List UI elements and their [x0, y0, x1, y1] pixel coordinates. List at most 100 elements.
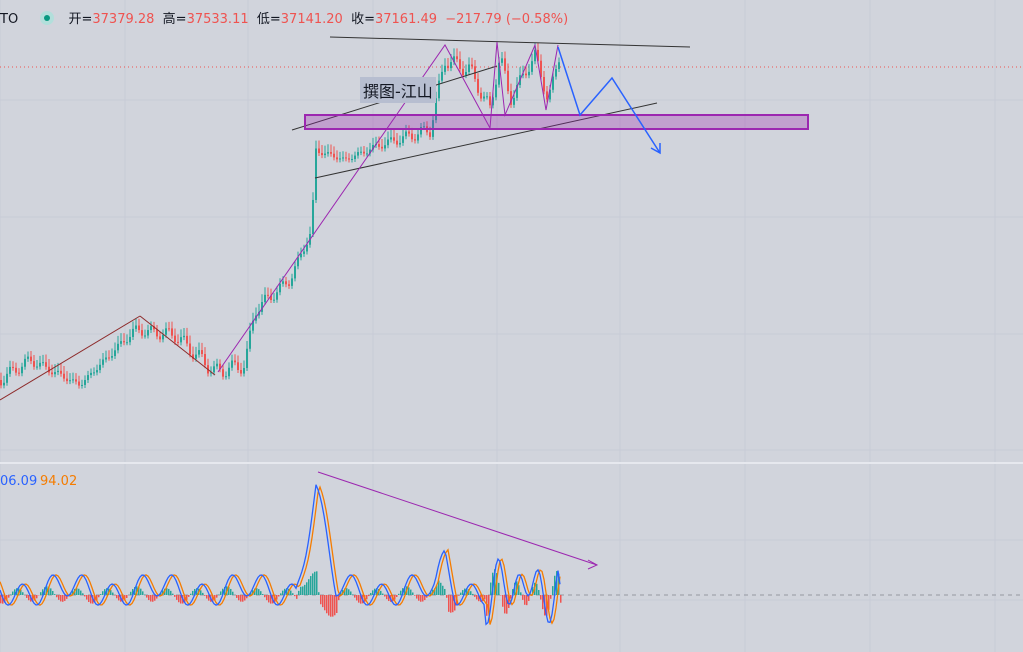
histogram-bar	[112, 592, 114, 595]
candle-body	[363, 151, 365, 154]
histogram-bar	[10, 594, 12, 595]
histogram-bar	[322, 595, 324, 608]
candle-body	[0, 380, 2, 386]
histogram-bar	[474, 595, 476, 597]
histogram-bar	[382, 593, 384, 595]
histogram-bar	[202, 592, 204, 595]
candle-body	[315, 148, 317, 200]
candle-body	[264, 294, 266, 303]
candle-body	[288, 284, 290, 286]
histogram-bar	[416, 595, 418, 599]
histogram-bar	[194, 588, 196, 595]
histogram-bar	[238, 595, 240, 601]
arrow	[139, 315, 216, 376]
candle-body	[276, 292, 278, 300]
histogram-bar	[56, 595, 58, 598]
histogram-bar	[256, 588, 258, 595]
histogram-bar	[176, 595, 178, 600]
histogram-bar	[326, 595, 328, 614]
histogram-bar	[446, 595, 448, 598]
histogram-bar	[132, 588, 134, 595]
candle-body	[162, 334, 164, 340]
candle-body	[393, 137, 395, 141]
histogram-bar	[0, 595, 2, 604]
histogram-bar	[282, 590, 284, 595]
candle-body	[267, 294, 269, 296]
histogram-bar	[78, 588, 80, 595]
histogram-bar	[450, 595, 452, 613]
candle-body	[534, 49, 536, 62]
candle-body	[549, 89, 551, 100]
histogram-bar	[98, 595, 100, 598]
status-dot	[40, 11, 55, 25]
histogram-bar	[548, 595, 550, 610]
histogram-bar	[14, 589, 16, 595]
histogram-bar	[304, 584, 306, 595]
candle-body	[132, 328, 134, 337]
histogram-bar	[528, 595, 530, 601]
candle-body	[252, 320, 254, 331]
histogram-bar	[64, 595, 66, 601]
candle-body	[462, 68, 464, 76]
candle-body	[408, 131, 410, 134]
high-value: 37533.11	[186, 12, 249, 27]
candle-body	[471, 64, 473, 67]
candle-body	[147, 330, 149, 336]
histogram-bar	[264, 595, 266, 598]
candle-body	[246, 348, 248, 368]
histogram-bar	[388, 595, 390, 602]
histogram-bar	[434, 588, 436, 595]
histogram-bar	[4, 595, 6, 603]
histogram-bar	[296, 595, 298, 599]
indicator-value: 06.09	[0, 474, 38, 489]
candle-body	[435, 98, 437, 121]
histogram-bar	[20, 589, 22, 595]
candle-body	[102, 359, 104, 365]
histogram-bar	[174, 595, 176, 597]
histogram-bar	[476, 595, 478, 600]
histogram-bar	[422, 595, 424, 602]
candle-body	[492, 97, 494, 106]
candle-body	[228, 367, 230, 377]
candle-body	[354, 155, 356, 160]
histogram-bar	[298, 590, 300, 595]
histogram-bar	[72, 590, 74, 595]
candle-body	[111, 356, 113, 358]
candle-body	[366, 153, 368, 155]
candle-body	[144, 335, 146, 337]
histogram-bar	[48, 586, 50, 595]
histogram-bar	[214, 595, 216, 601]
histogram-bar	[396, 595, 398, 597]
histogram-bar	[232, 591, 234, 595]
candle-body	[417, 134, 419, 141]
histogram-bar	[2, 595, 4, 604]
trend-line	[329, 36, 691, 48]
histogram-bar	[436, 585, 438, 595]
wave-path	[217, 41, 559, 373]
histogram-bar	[478, 595, 480, 602]
candle-body	[27, 356, 29, 359]
candle-body	[153, 326, 155, 330]
histogram-bar	[118, 595, 120, 601]
histogram-bar	[338, 595, 340, 601]
candle-body	[348, 158, 350, 160]
histogram-bar	[424, 595, 426, 601]
candle-body	[114, 350, 116, 357]
histogram-bar	[336, 595, 338, 613]
candle-body	[273, 299, 275, 301]
histogram-bar	[356, 595, 358, 601]
indicator-line	[0, 484, 561, 626]
candle-body	[546, 91, 548, 100]
candle-body	[69, 380, 71, 382]
histogram-bar	[102, 591, 104, 595]
candle-body	[237, 362, 239, 371]
histogram-bar	[26, 595, 28, 598]
candle-body	[342, 157, 344, 159]
histogram-bar	[178, 595, 180, 603]
divergence-line	[317, 471, 598, 566]
open-value: 37379.28	[92, 12, 155, 27]
histogram-bar	[414, 595, 416, 596]
histogram-bar	[466, 588, 468, 595]
candle-body	[108, 357, 110, 359]
candle-body	[6, 373, 8, 383]
